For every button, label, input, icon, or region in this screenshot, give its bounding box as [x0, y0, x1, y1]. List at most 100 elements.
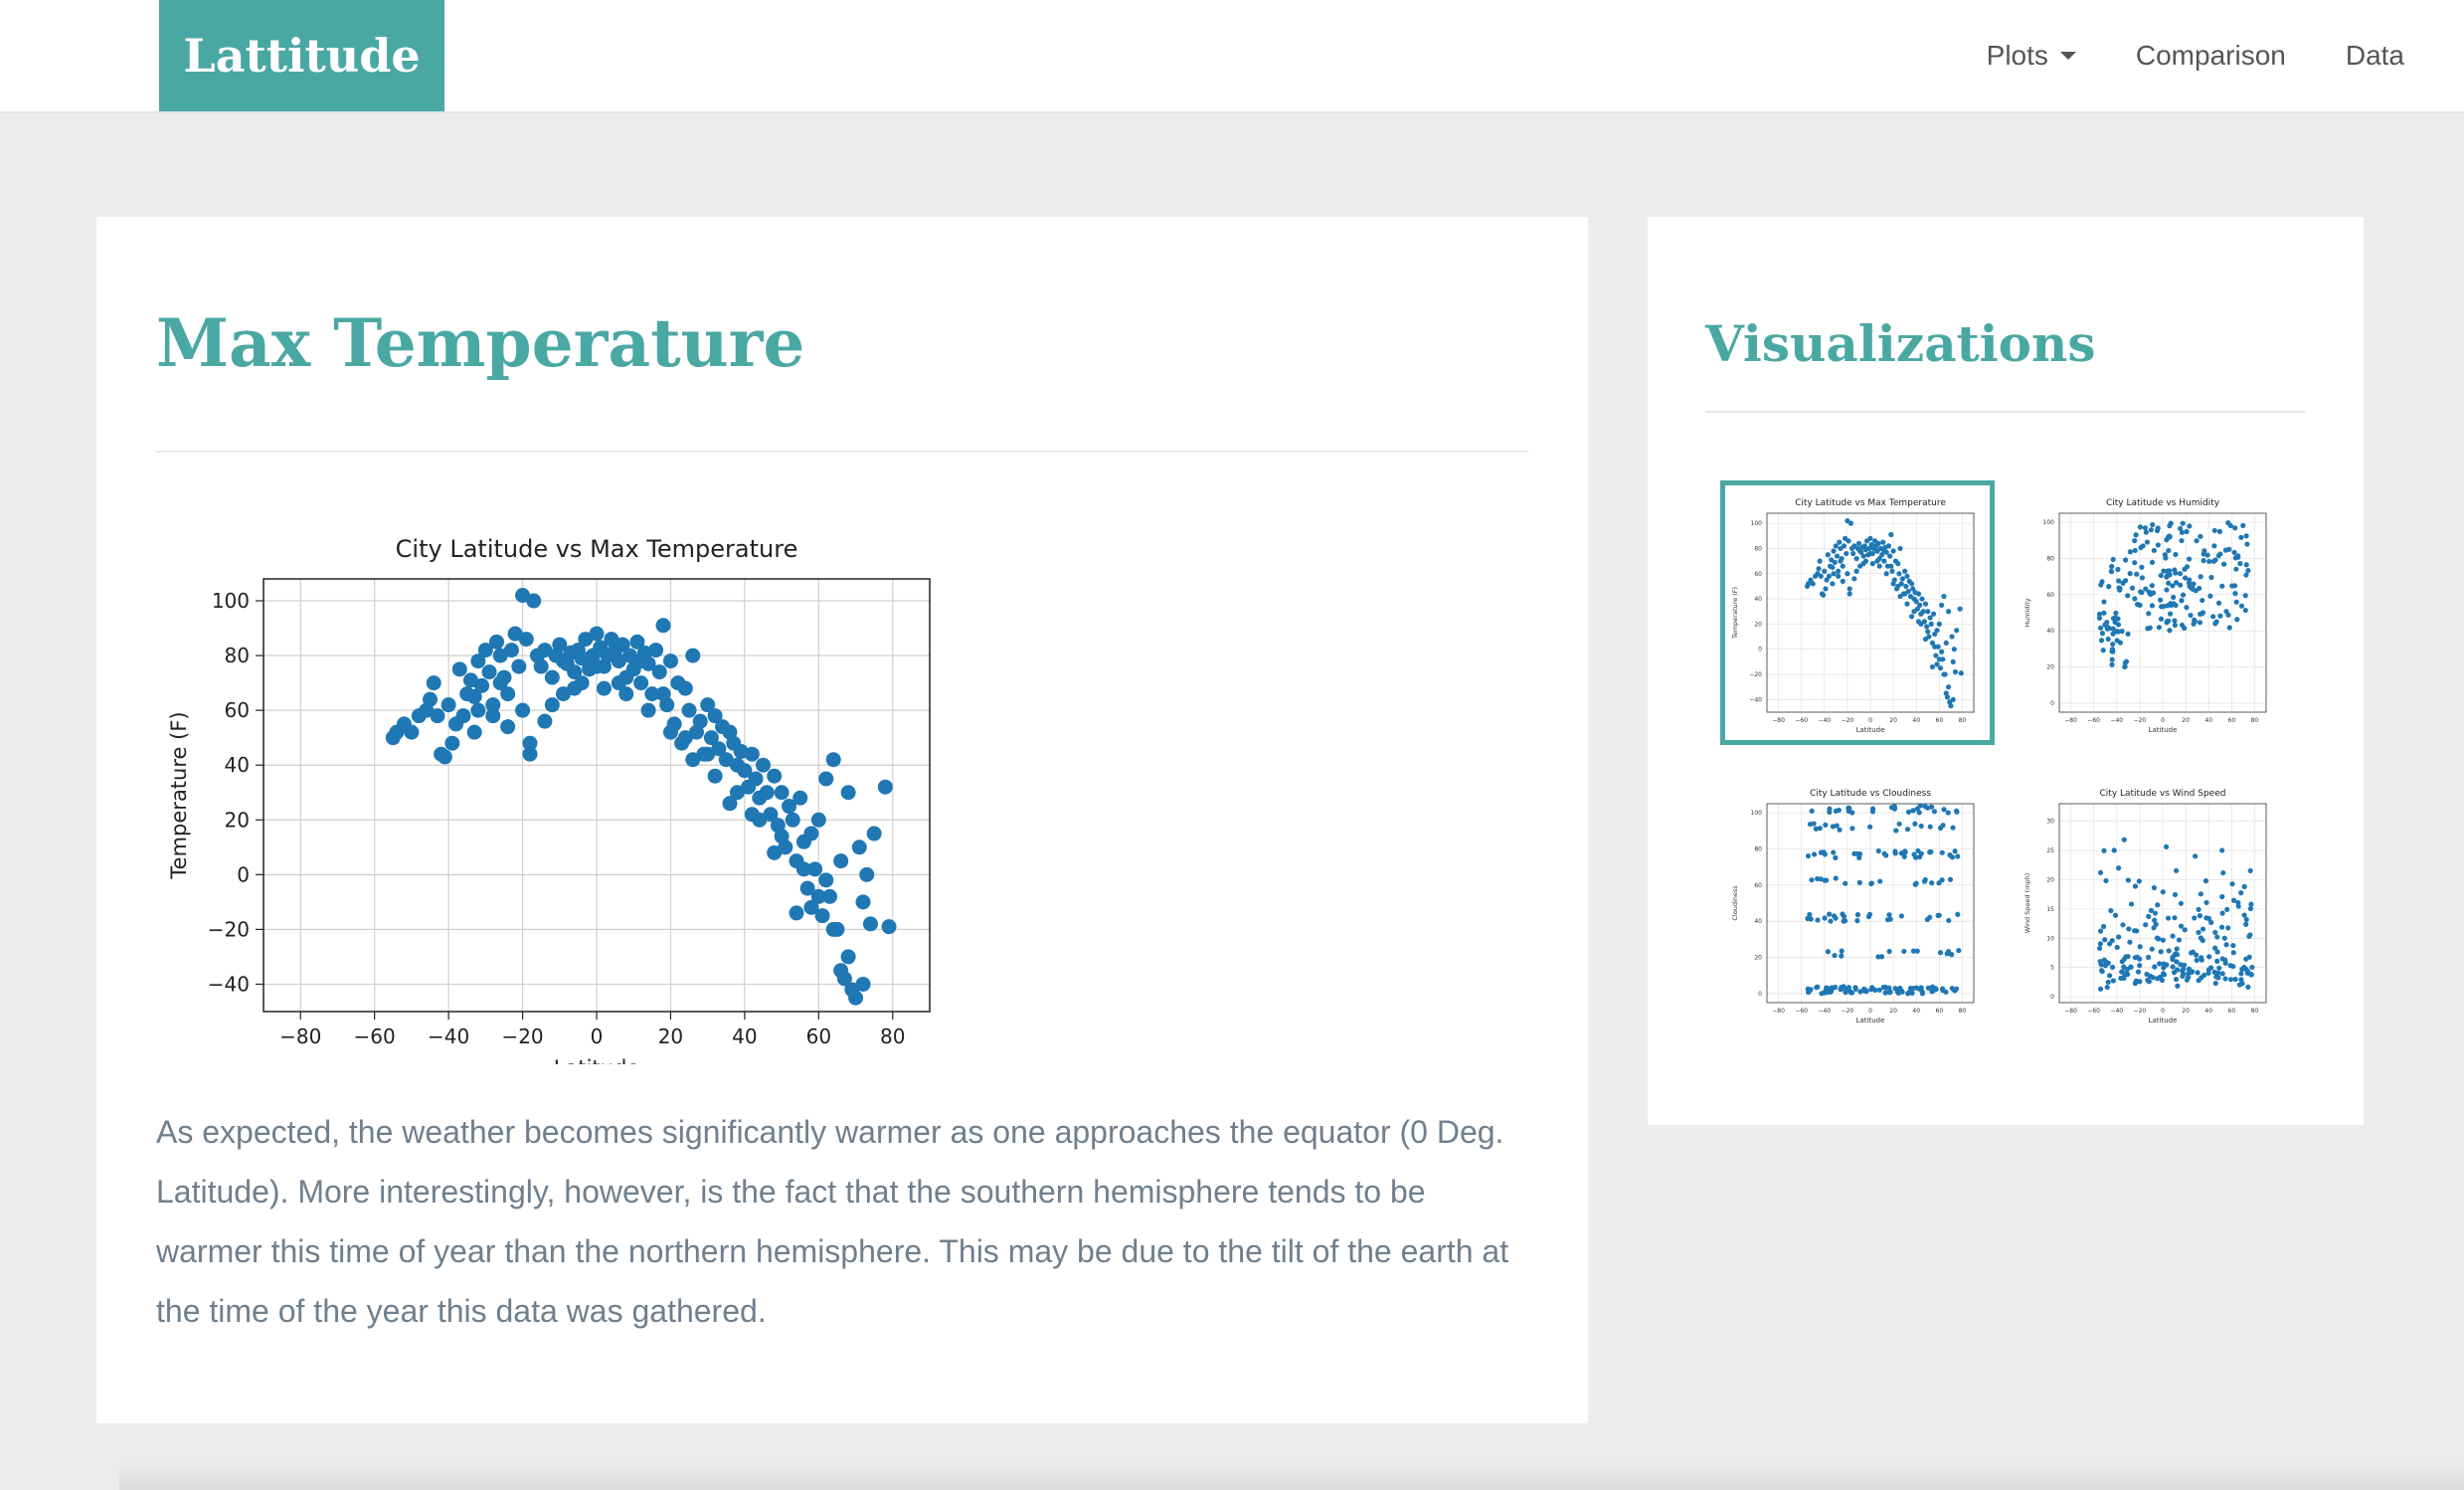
scatter-point — [795, 861, 811, 877]
scatter-point — [2110, 978, 2116, 984]
scatter-point — [862, 916, 878, 932]
brand-logo[interactable]: Lattitude — [159, 0, 444, 111]
x-tick-label: 20 — [2182, 1008, 2190, 1015]
scatter-point — [2200, 610, 2206, 616]
scatter-point — [2150, 521, 2156, 528]
scatter-point — [1812, 573, 1819, 579]
scatter-point — [2227, 977, 2234, 983]
scatter-point — [2235, 553, 2241, 559]
y-axis-label: Wind Speed (mph) — [2024, 873, 2031, 934]
scatter-point — [2148, 907, 2155, 914]
scatter-point — [2178, 962, 2184, 968]
scatter-point — [2113, 610, 2119, 616]
scatter-point — [1897, 545, 1903, 552]
scatter-point — [1892, 986, 1898, 992]
max-temperature-chart: City Latitude vs Max Temperature −80 −60 −4… — [167, 535, 931, 1064]
plot-frame — [1766, 512, 1975, 713]
scatter-point — [1936, 880, 1942, 886]
scatter-point — [1936, 656, 1942, 662]
scatter-point — [552, 637, 568, 652]
scatter-point — [1937, 950, 1944, 956]
scatter-point — [1838, 987, 1844, 993]
scatter-point — [2167, 611, 2174, 617]
x-tick-label: 60 — [2228, 1008, 2236, 1015]
scatter-point — [518, 632, 534, 648]
scatter-point — [2149, 603, 2156, 609]
scatter-point — [2114, 944, 2120, 951]
scatter-point — [1860, 561, 1866, 567]
scatter-point — [2212, 980, 2218, 987]
nav-data-link[interactable]: Data — [2345, 40, 2404, 71]
scatter-point — [1932, 631, 1938, 638]
scatter-point — [1925, 629, 1931, 635]
scatter-point — [1837, 827, 1843, 833]
scatter-point — [2191, 581, 2197, 587]
scatter-point — [1915, 847, 1921, 854]
thumbnail-max-temperature[interactable]: City Latitude vs Max Temperature −80 −60 −4… — [1720, 480, 1995, 745]
scatter-point — [1912, 821, 1918, 827]
scatter-point — [1867, 824, 1873, 830]
scatter-point — [500, 719, 516, 735]
x-tick-label: −80 — [2064, 717, 2077, 724]
scatter-point — [2214, 949, 2220, 955]
scatter-point — [2116, 578, 2122, 584]
scatter-point — [2204, 552, 2210, 558]
scatter-point — [2230, 897, 2237, 903]
x-tick-label: −80 — [2064, 1008, 2077, 1015]
scatter-point — [2123, 954, 2129, 960]
scatter-point — [2245, 568, 2251, 574]
scatter-point — [700, 697, 716, 713]
scatter-point — [481, 664, 497, 680]
scatter-point — [522, 746, 538, 762]
thumbnail-humidity[interactable]: City Latitude vs Humidity −80 −60 −40 −20 0 20… — [2016, 483, 2284, 742]
scatter-point — [503, 643, 519, 658]
scatter-point — [1836, 573, 1842, 579]
scatter-point — [2152, 964, 2158, 970]
scatter-point — [1890, 548, 1896, 554]
scatter-point — [2184, 528, 2190, 535]
scatter-point — [2123, 557, 2129, 563]
scatter-point — [1884, 917, 1891, 923]
scatter-point — [2148, 591, 2154, 598]
scatter-point — [1825, 552, 1831, 558]
scatter-point — [1910, 808, 1916, 814]
scatter-point — [2184, 605, 2190, 611]
scatter-point — [2188, 612, 2194, 619]
x-tick-label: −60 — [2087, 717, 2100, 724]
scatter-point — [2147, 625, 2153, 631]
scatter-point — [515, 588, 531, 604]
y-tick-label: 0 — [237, 862, 250, 886]
scatter-point — [2105, 979, 2111, 986]
scatter-point — [1841, 543, 1848, 549]
scatter-point — [681, 702, 697, 718]
scatter-point — [2097, 928, 2104, 934]
x-tick-label: 40 — [1912, 1008, 1920, 1015]
scatter-point — [1929, 989, 1935, 995]
scatter-point — [2142, 525, 2148, 531]
scatter-point — [2247, 867, 2253, 874]
scatter-point — [2139, 575, 2146, 581]
thumbnail-cloudiness[interactable]: City Latitude vs Cloudiness −80 −60 −40 −20 0… — [1723, 774, 1992, 1032]
scatter-point — [2134, 571, 2140, 577]
scatter-point — [544, 697, 560, 713]
scatter-point — [1846, 805, 1851, 811]
thumbnail-title: City Latitude vs Max Temperature — [1795, 498, 1946, 508]
y-axis-label: Cloudiness — [1731, 885, 1739, 921]
scatter-point — [485, 708, 501, 724]
nav-comparison-link[interactable]: Comparison — [2135, 40, 2286, 71]
scatter-point — [2150, 975, 2156, 981]
scatter-point — [810, 812, 826, 828]
nav-plots-dropdown[interactable]: Plots — [1987, 40, 2076, 72]
scatter-point — [1840, 911, 1846, 917]
scatter-point — [2155, 976, 2161, 982]
thumbnail-wind-speed[interactable]: City Latitude vs Wind Speed −80 −60 −40 −20 0… — [2016, 774, 2284, 1032]
scatter-point — [2097, 869, 2104, 875]
scatter-point — [2194, 957, 2200, 964]
scatter-point — [1844, 986, 1849, 992]
scatter-point — [2243, 916, 2249, 923]
title-divider — [156, 451, 1528, 453]
scatter-point — [1851, 576, 1857, 582]
scatter-point — [1858, 549, 1864, 555]
scatter-point — [692, 713, 708, 729]
scatter-point — [2238, 603, 2245, 609]
